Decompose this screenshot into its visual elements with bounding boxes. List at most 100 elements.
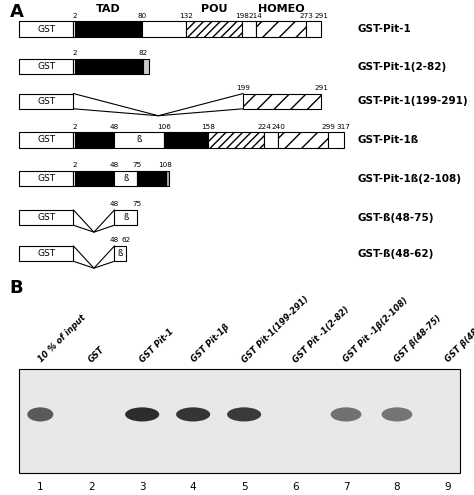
Text: POU: POU [201,4,228,14]
Bar [165,171,169,187]
Text: 7: 7 [343,482,349,492]
Bar [142,21,186,37]
Bar [19,171,73,187]
Text: GST Pit-1: GST Pit-1 [138,327,175,364]
Text: GST: GST [37,213,55,222]
Bar [114,210,137,225]
Text: GST β(48-75): GST β(48-75) [393,314,443,364]
Text: 75: 75 [133,201,142,207]
Bar [164,132,208,148]
Text: 273: 273 [299,13,313,19]
Bar [73,21,75,37]
Text: GST Pit-1β: GST Pit-1β [189,323,231,364]
Text: 108: 108 [159,162,173,168]
Text: GST Pit -1(2-82): GST Pit -1(2-82) [291,304,351,364]
Text: GST-Pit-1(2-82): GST-Pit-1(2-82) [358,61,447,72]
Bar [264,132,278,148]
Text: GST: GST [37,25,55,34]
Text: 1: 1 [37,482,44,492]
Bar [328,132,344,148]
Text: 48: 48 [110,162,119,168]
Text: GST: GST [87,345,107,364]
Bar [19,246,73,261]
Text: 10 % of input: 10 % of input [36,313,87,364]
Text: 48: 48 [110,237,119,243]
Ellipse shape [331,407,361,422]
Bar [256,21,306,37]
Text: GST-Pit-1(199-291): GST-Pit-1(199-291) [358,96,468,106]
Text: HOMEO: HOMEO [258,4,304,14]
Text: GST: GST [37,62,55,71]
Text: 158: 158 [201,124,215,130]
Text: 2: 2 [73,50,77,56]
Text: 82: 82 [139,50,148,56]
Text: GST: GST [37,249,55,258]
Text: 199: 199 [236,85,250,91]
Text: 3: 3 [139,482,146,492]
Ellipse shape [125,407,159,422]
Text: 6: 6 [292,482,298,492]
Text: 9: 9 [445,482,451,492]
Text: 2: 2 [73,124,77,130]
Ellipse shape [176,407,210,422]
Bar [19,210,73,225]
Text: 317: 317 [337,124,351,130]
Bar [306,21,321,37]
Text: 5: 5 [241,482,247,492]
Bar [75,132,114,148]
Text: 132: 132 [179,13,193,19]
Text: 2: 2 [88,482,94,492]
Text: GST: GST [37,174,55,183]
Text: ß: ß [137,136,142,145]
Bar [143,59,149,74]
Ellipse shape [227,407,261,422]
Text: ß: ß [123,174,128,183]
Text: TAD: TAD [96,4,121,14]
Text: A: A [9,3,23,21]
Bar [186,21,242,37]
Text: GST-Pit-1ß(2-108): GST-Pit-1ß(2-108) [358,174,462,184]
Bar [243,94,321,109]
Bar [208,132,264,148]
Text: GST β(48-62): GST β(48-62) [444,314,474,364]
Text: ß: ß [123,213,128,222]
Text: GST-ß(48-62): GST-ß(48-62) [358,248,434,259]
Bar [114,171,137,187]
Bar [75,21,142,37]
Text: 75: 75 [133,162,142,168]
Text: 106: 106 [157,124,171,130]
Text: 2: 2 [73,13,77,19]
Text: GST Pit-1(199-291): GST Pit-1(199-291) [240,294,310,364]
Text: GST-Pit-1ß: GST-Pit-1ß [358,135,419,145]
Text: 48: 48 [110,124,119,130]
Bar [114,246,126,261]
Bar [19,132,73,148]
Bar [242,21,256,37]
Text: 240: 240 [271,124,285,130]
Text: 198: 198 [235,13,249,19]
Text: 80: 80 [137,13,146,19]
Text: 224: 224 [257,124,271,130]
Text: GST: GST [37,136,55,145]
Text: 214: 214 [249,13,263,19]
Bar [73,59,75,74]
Bar [73,132,75,148]
Text: 4: 4 [190,482,196,492]
Text: ß: ß [118,249,123,258]
Text: 291: 291 [315,13,328,19]
Text: GST-Pit-1: GST-Pit-1 [358,24,411,34]
Text: 62: 62 [122,237,131,243]
Bar [278,132,328,148]
Bar [19,369,460,473]
Bar [75,171,114,187]
Bar [19,21,73,37]
Text: 48: 48 [110,201,119,207]
Text: 291: 291 [315,85,328,91]
Text: 299: 299 [321,124,335,130]
Text: GST: GST [37,97,55,105]
Text: GST Pit -1β(2-108): GST Pit -1β(2-108) [342,296,410,364]
Bar [73,171,75,187]
Text: 2: 2 [73,162,77,168]
Bar [75,59,143,74]
Ellipse shape [27,407,53,422]
